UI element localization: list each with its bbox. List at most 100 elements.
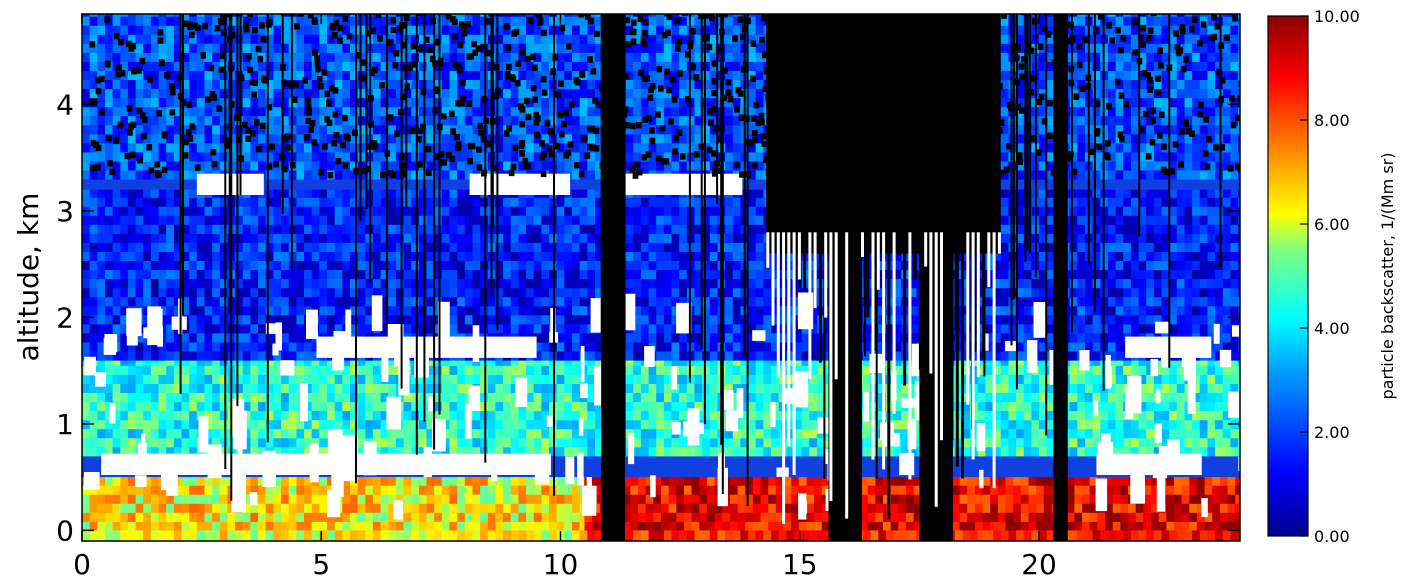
backscatter-cell — [82, 521, 91, 531]
backscatter-cell — [503, 512, 512, 522]
backscatter-cell — [258, 383, 267, 393]
backscatter-cell — [418, 224, 428, 234]
backscatter-cell — [418, 477, 428, 486]
backscatter-cell — [752, 485, 762, 495]
backscatter-cell — [702, 251, 711, 261]
backscatter-cell — [219, 521, 229, 531]
backscatter-cell — [694, 305, 703, 316]
backscatter-cell — [357, 260, 366, 271]
backscatter-cell — [1074, 494, 1083, 504]
backscatter-cell — [786, 251, 795, 261]
backscatter-cell — [541, 419, 550, 430]
backscatter-cell — [281, 215, 290, 225]
backscatter-cell — [112, 260, 121, 271]
backscatter-cell — [120, 428, 129, 439]
backscatter-cell — [212, 428, 221, 439]
backscatter-cell — [977, 410, 987, 421]
backscatter-cell — [671, 410, 680, 421]
backscatter-cell — [709, 269, 719, 280]
backscatter-cell — [556, 323, 565, 334]
backscatter-cell — [702, 360, 711, 366]
backscatter-cell — [755, 305, 764, 316]
backscatter-cell — [1092, 305, 1101, 316]
backscatter-cell — [304, 446, 313, 457]
backscatter-cell — [1000, 446, 1009, 457]
backscatter-cell — [189, 485, 198, 495]
backscatter-cell — [503, 410, 512, 421]
backscatter-cell — [204, 314, 213, 325]
backscatter-cell — [503, 383, 512, 393]
backscatter-cell — [1008, 383, 1017, 393]
backscatter-cell — [977, 287, 987, 298]
backscatter-cell — [1115, 446, 1124, 457]
backscatter-cell — [1016, 323, 1025, 334]
backscatter-cell — [89, 269, 98, 280]
backscatter-cell — [150, 410, 160, 421]
backscatter-cell — [82, 410, 91, 421]
backscatter-cell — [150, 341, 160, 352]
backscatter-cell — [954, 446, 964, 457]
backscatter-cell — [204, 494, 213, 504]
backscatter-cell — [702, 224, 711, 234]
backscatter-cell — [173, 287, 183, 298]
backscatter-cell — [97, 446, 106, 457]
backscatter-cell — [1169, 419, 1178, 430]
backscatter-cell — [745, 494, 754, 504]
backscatter-cell — [714, 512, 723, 522]
backscatter-cell — [732, 446, 742, 457]
backscatter-cell — [464, 503, 474, 513]
backscatter-cell — [1069, 392, 1078, 403]
backscatter-cell — [518, 215, 527, 225]
backscatter-cell — [265, 419, 274, 430]
backscatter-cell — [464, 485, 474, 495]
backscatter-cell — [763, 351, 772, 361]
backscatter-cell — [380, 494, 389, 504]
backscatter-cell — [1181, 494, 1190, 504]
backscatter-cell — [985, 351, 994, 361]
backscatter-cell — [518, 446, 527, 457]
backscatter-cell — [1089, 477, 1098, 486]
backscatter-cell — [480, 374, 489, 384]
backscatter-cell — [714, 521, 723, 531]
backscatter-cell — [1016, 392, 1025, 403]
backscatter-cell — [656, 428, 665, 439]
backscatter-cell — [166, 446, 175, 457]
backscatter-cell — [173, 351, 183, 361]
backscatter-cell — [166, 374, 175, 384]
backscatter-cell — [372, 269, 382, 280]
backscatter-cell — [457, 314, 466, 325]
backscatter-cell — [1230, 314, 1239, 325]
backscatter-cell — [985, 392, 994, 403]
backscatter-cell — [464, 287, 474, 298]
backscatter-cell — [1184, 419, 1193, 430]
backscatter-cell — [457, 278, 466, 289]
backscatter-cell — [334, 296, 343, 307]
backscatter-cell — [709, 215, 719, 225]
backscatter-cell — [801, 351, 810, 361]
backscatter-cell — [304, 512, 313, 522]
backscatter-cell — [503, 215, 512, 225]
backscatter-cell — [1039, 428, 1048, 439]
backscatter-cell — [296, 260, 305, 271]
backscatter-cell — [143, 224, 152, 234]
backscatter-cell — [503, 278, 512, 289]
backscatter-cell — [959, 494, 968, 504]
backscatter-cell — [1207, 296, 1216, 307]
backscatter-cell — [1069, 224, 1078, 234]
backscatter-cell — [1123, 260, 1132, 271]
backscatter-cell — [357, 446, 366, 457]
backscatter-cell — [166, 260, 175, 271]
backscatter-cell — [120, 323, 129, 334]
backscatter-cell — [82, 224, 91, 234]
backscatter-cell — [434, 287, 443, 298]
backscatter-cell — [1207, 287, 1216, 298]
backscatter-cell — [472, 428, 481, 439]
backscatter-cell — [350, 360, 359, 366]
backscatter-cell — [702, 410, 711, 421]
backscatter-cell — [357, 477, 366, 486]
backscatter-cell — [273, 477, 282, 486]
backscatter-cell — [1207, 437, 1216, 448]
backscatter-cell — [564, 392, 573, 403]
backscatter-cell — [541, 305, 550, 316]
backscatter-cell — [533, 351, 542, 361]
